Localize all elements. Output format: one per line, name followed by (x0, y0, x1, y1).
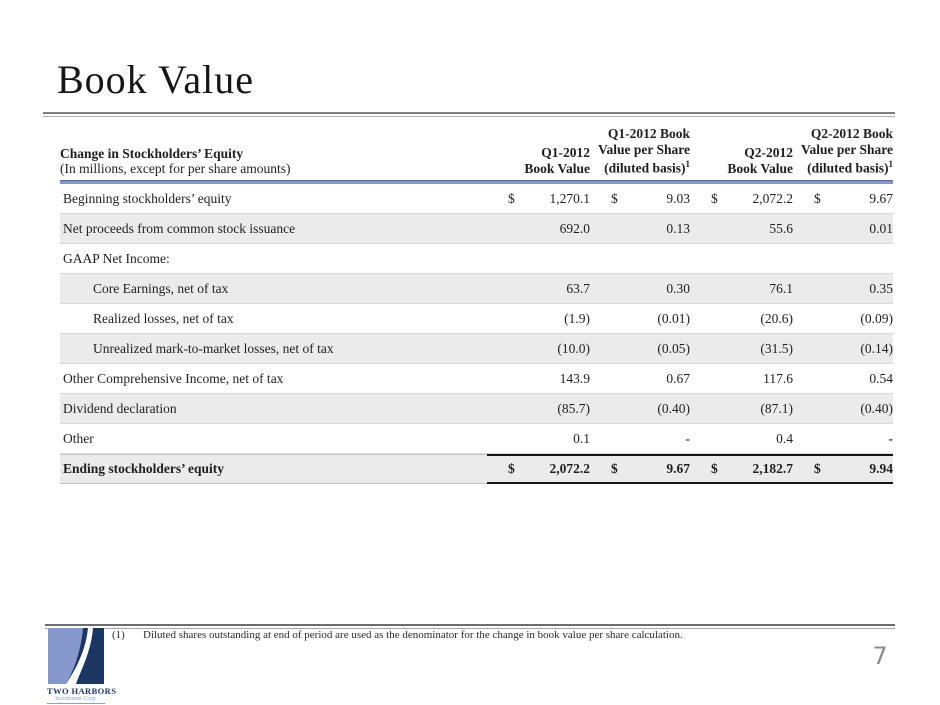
row-value: $2,072.2 (690, 184, 793, 214)
row-value: (10.0) (487, 334, 590, 364)
row-value: $2,182.7 (690, 454, 793, 484)
table-header-label-line2: (In millions, except for per share amoun… (60, 161, 291, 176)
row-label: Ending stockholders’ equity (60, 454, 487, 484)
row-value: $9.67 (793, 184, 893, 214)
two-harbors-logo-icon (48, 628, 104, 684)
table-row: Ending stockholders’ equity $2,072.2 $9.67… (60, 454, 893, 484)
row-value (590, 244, 690, 274)
column-header-1: Q1-2012 Book Value (524, 145, 590, 176)
row-value (690, 244, 793, 274)
table-header-label: Change in Stockholders’ Equity (In milli… (60, 146, 487, 176)
row-value: 76.1 (690, 274, 793, 304)
row-value: (0.09) (793, 304, 893, 334)
row-value: 0.1 (487, 424, 590, 454)
footnote-text: Diluted shares outstanding at end of per… (143, 629, 683, 641)
row-value: 692.0 (487, 214, 590, 244)
table-header-label-line1: Change in Stockholders’ Equity (60, 146, 244, 161)
row-label: Beginning stockholders’ equity (60, 184, 487, 214)
row-label: Realized losses, net of tax (60, 304, 487, 334)
table-row: GAAP Net Income: (60, 244, 893, 274)
table-row: Unrealized mark-to-market losses, net of… (60, 334, 893, 364)
row-value: (20.6) (690, 304, 793, 334)
row-value: (0.40) (793, 394, 893, 424)
column-header-2: Q1-2012 Book Value per Share (diluted basi… (597, 126, 690, 176)
row-value: (0.14) (793, 334, 893, 364)
column-header-3: Q2-2012 Book Value (727, 145, 793, 176)
row-label: Dividend declaration (60, 394, 487, 424)
row-value: (0.05) (590, 334, 690, 364)
row-value: (87.1) (690, 394, 793, 424)
row-value: $1,270.1 (487, 184, 590, 214)
row-value: - (590, 424, 690, 454)
table-row: Other 0.1-0.4- (60, 424, 893, 454)
row-value: 143.9 (487, 364, 590, 394)
row-value: (31.5) (690, 334, 793, 364)
table-row: Other Comprehensive Income, net of tax 14… (60, 364, 893, 394)
table-row: Beginning stockholders’ equity $1,270.1 $9… (60, 184, 893, 214)
book-value-table: Change in Stockholders’ Equity (In milli… (60, 126, 893, 484)
row-value (793, 244, 893, 274)
row-label: Unrealized mark-to-market losses, net of… (60, 334, 487, 364)
table-row: Realized losses, net of tax (1.9) (0.01) (2… (60, 304, 893, 334)
table-row: Dividend declaration (85.7) (0.40) (87.1) (0… (60, 394, 893, 424)
row-value: (1.9) (487, 304, 590, 334)
row-value: - (793, 424, 893, 454)
row-value: (85.7) (487, 394, 590, 424)
row-value: 117.6 (690, 364, 793, 394)
table-header-divider (60, 180, 893, 184)
table-header-row: Change in Stockholders’ Equity (In milli… (60, 126, 893, 180)
row-value: 0.54 (793, 364, 893, 394)
footnote: (1) Diluted shares outstanding at end of… (112, 629, 683, 641)
row-label: Other (60, 424, 487, 454)
row-label: Other Comprehensive Income, net of tax (60, 364, 487, 394)
title-divider (43, 112, 895, 117)
footnote-marker: (1) (112, 629, 125, 641)
footer-divider (45, 624, 895, 629)
row-value: $2,072.2 (487, 454, 590, 484)
table-row: Core Earnings, net of tax 63.7 0.30 76.1 0.3… (60, 274, 893, 304)
row-label: GAAP Net Income: (60, 244, 487, 274)
row-value: 0.01 (793, 214, 893, 244)
logo-subname-text: Investment Corp. (47, 696, 105, 704)
row-value: $9.03 (590, 184, 690, 214)
column-header-4: Q2-2012 Book Value per Share (diluted basi… (800, 126, 893, 176)
row-value: $9.94 (793, 454, 893, 484)
row-label: Net proceeds from common stock issuance (60, 214, 487, 244)
row-value (487, 244, 590, 274)
row-value: (0.01) (590, 304, 690, 334)
table-row: Net proceeds from common stock issuance 6… (60, 214, 893, 244)
row-value: 0.13 (590, 214, 690, 244)
row-value: 55.6 (690, 214, 793, 244)
row-value: 0.67 (590, 364, 690, 394)
row-value: 0.30 (590, 274, 690, 304)
row-value: 63.7 (487, 274, 590, 304)
row-value: (0.40) (590, 394, 690, 424)
row-value: $9.67 (590, 454, 690, 484)
two-harbors-logo: TWO HARBORS Investment Corp. (47, 628, 117, 704)
logo-name-text: TWO HARBORS (47, 686, 117, 696)
row-value: 0.4 (690, 424, 793, 454)
row-value: 0.35 (793, 274, 893, 304)
page-title: Book Value (57, 57, 255, 102)
table-body: Beginning stockholders’ equity $1,270.1 $9… (60, 184, 893, 484)
page-number: 7 (872, 642, 888, 670)
row-label: Core Earnings, net of tax (60, 274, 487, 304)
